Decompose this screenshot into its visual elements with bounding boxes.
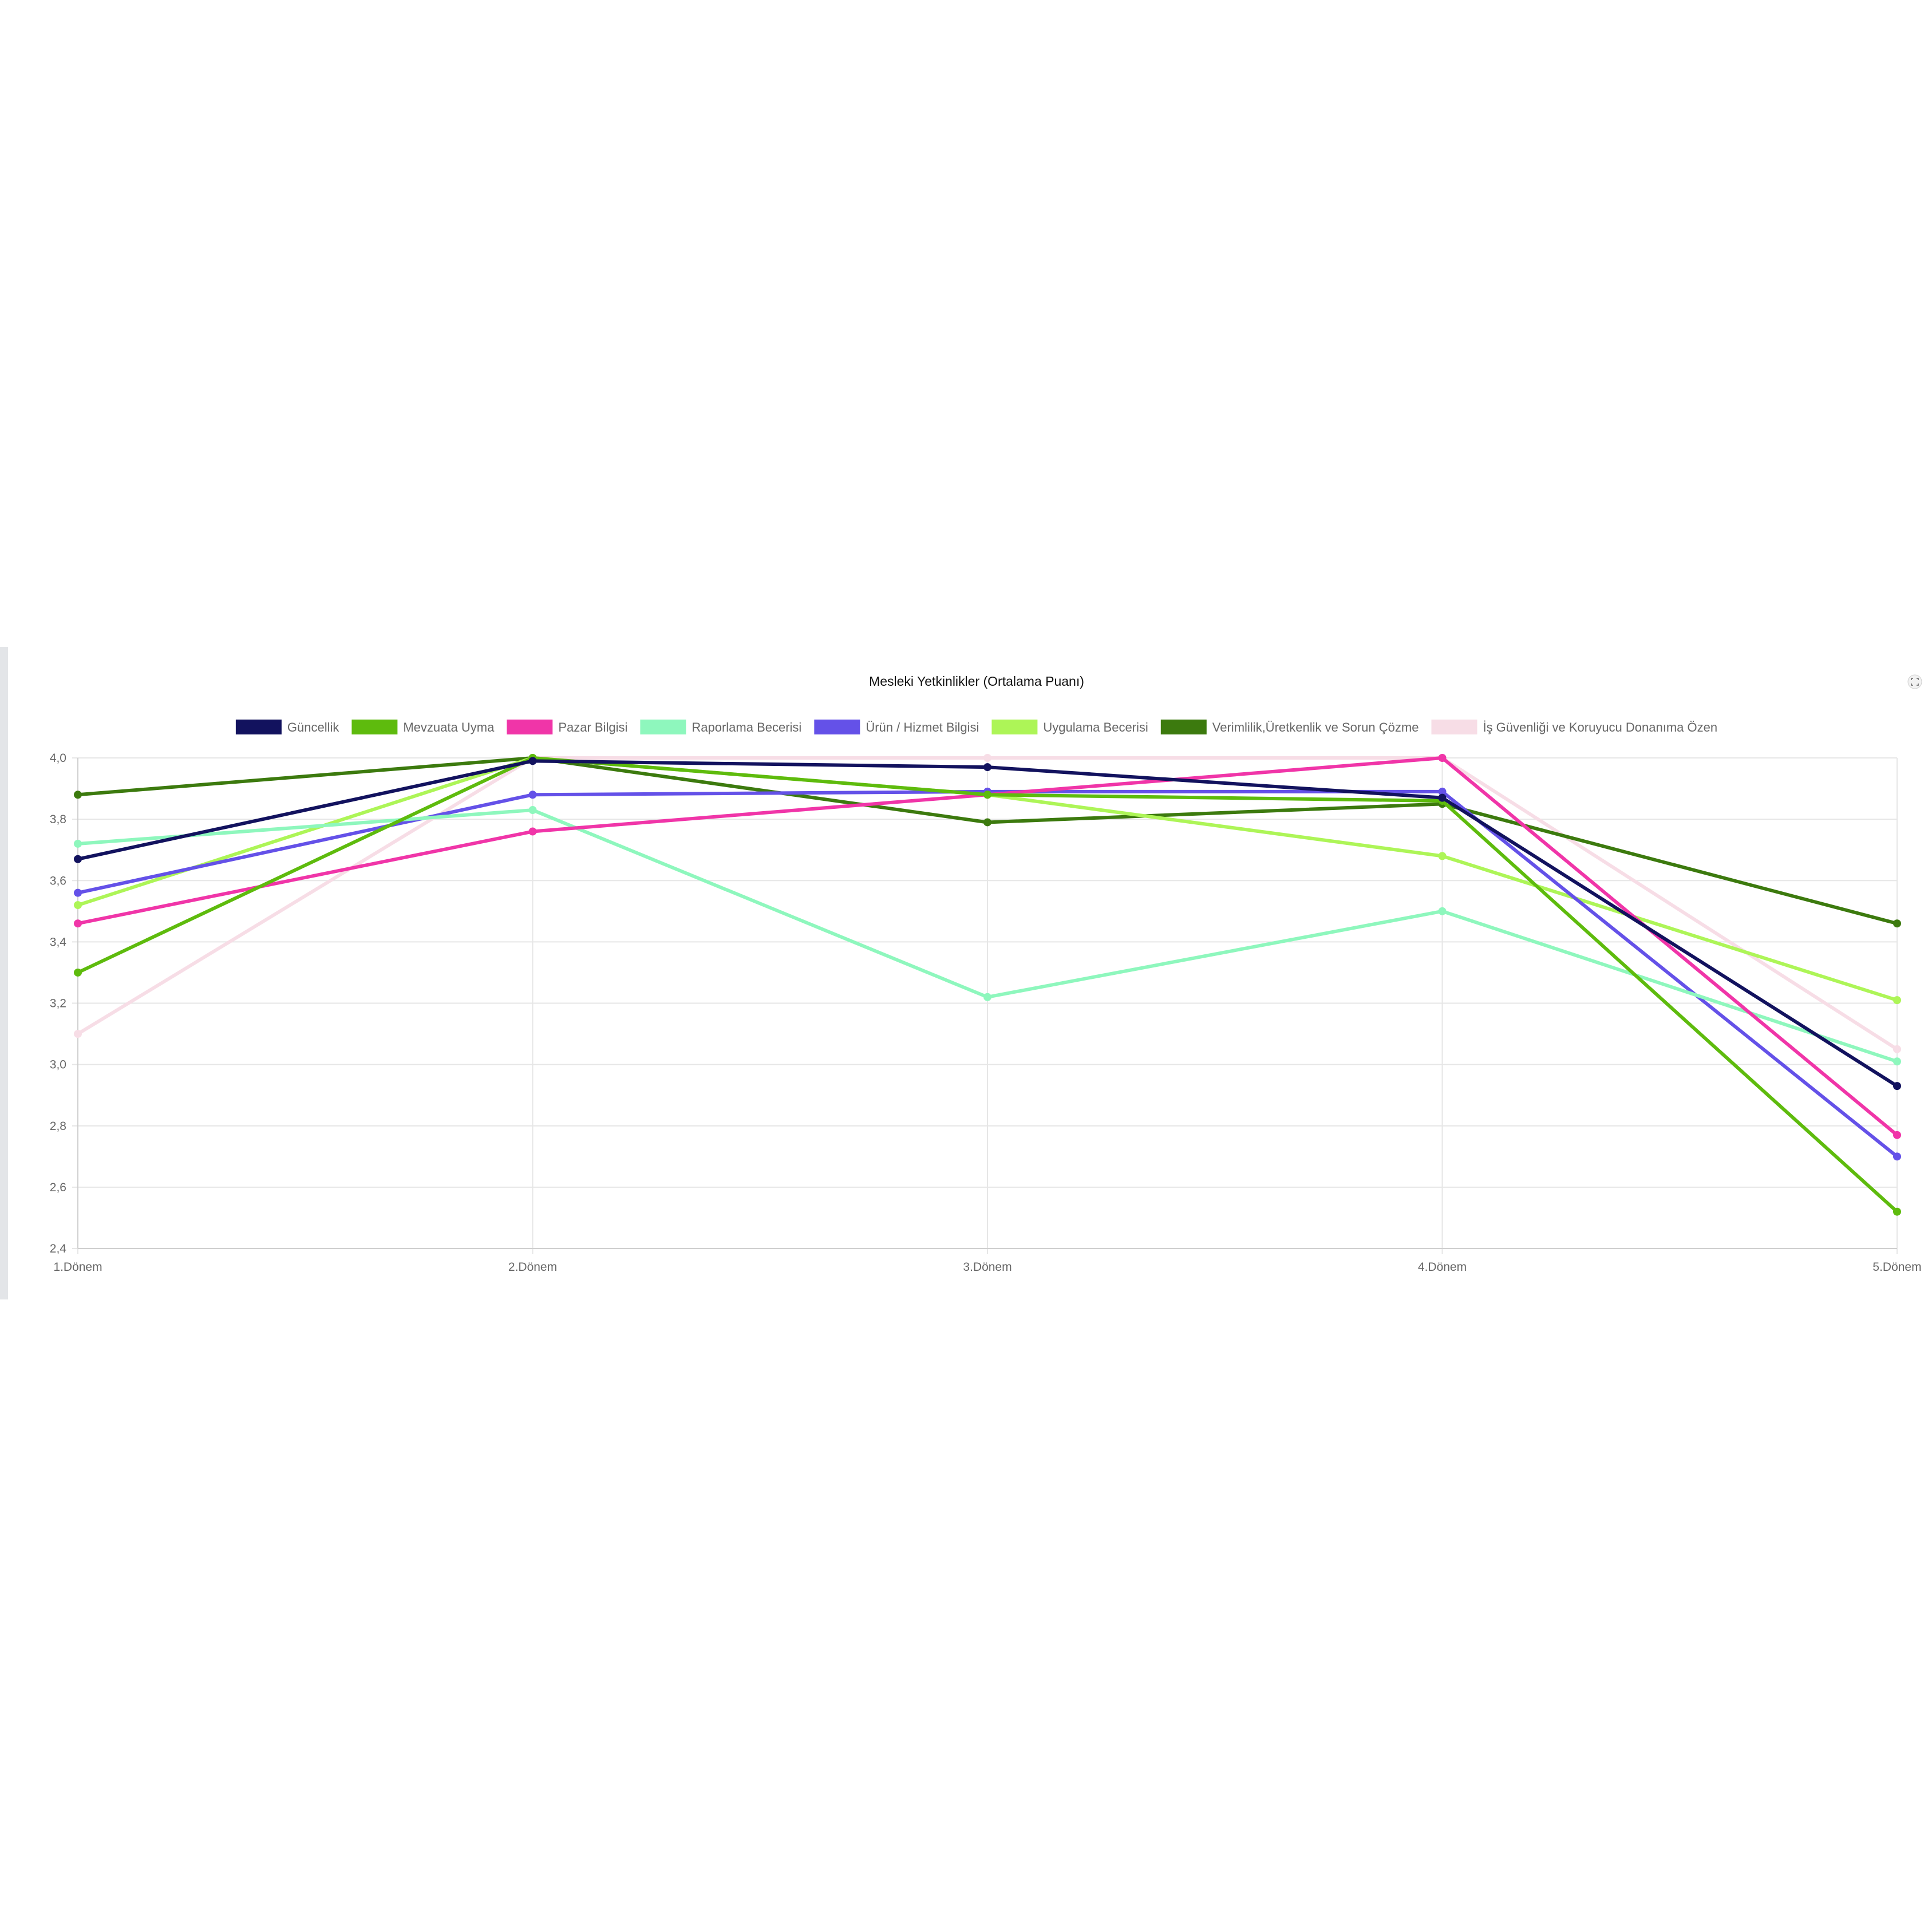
y-tick-label: 3,0 [50,1058,66,1072]
y-tick-label: 2,6 [50,1181,66,1194]
legend-swatch [1160,720,1207,734]
legend-item[interactable]: Güncellik [235,720,339,734]
legend-item[interactable]: Ürün / Hizmet Bilgisi [814,720,979,734]
data-point[interactable] [1438,793,1447,802]
y-tick-label: 3,4 [50,935,67,949]
data-point[interactable] [528,791,537,799]
series-3 [74,806,1901,1066]
legend-swatch [1431,720,1477,734]
legend-label: Verimlilik,Üretkenlik ve Sorun Çözme [1212,720,1419,734]
legend-swatch [991,720,1038,734]
y-tick-label: 2,8 [50,1120,66,1133]
data-point[interactable] [74,791,82,799]
data-point[interactable] [1438,754,1447,762]
data-point[interactable] [983,763,991,772]
legend-item[interactable]: Pazar Bilgisi [507,720,627,734]
legend-item[interactable]: Mevzuata Uyma [351,720,495,734]
data-point[interactable] [74,919,82,928]
x-tick-label: 1.Dönem [53,1261,102,1274]
legend-item[interactable]: İş Güvenliği ve Koruyucu Donanıma Özen [1431,720,1717,734]
y-tick-label: 2,4 [50,1242,67,1255]
x-tick-label: 5.Dönem [1872,1261,1921,1274]
data-point[interactable] [1893,1045,1901,1053]
chart-panel: Mesleki Yetkinlikler (Ortalama Puanı) Gü… [0,647,1932,1299]
data-point[interactable] [74,1030,82,1038]
data-point[interactable] [1893,1207,1901,1216]
panel-edge [0,647,8,1299]
data-point[interactable] [1893,1152,1901,1161]
series-0 [74,757,1901,1091]
legend-label: Mevzuata Uyma [403,720,495,734]
x-tick-label: 2.Dönem [508,1261,557,1274]
data-point[interactable] [983,993,991,1001]
fullscreen-icon[interactable] [1907,674,1922,689]
legend-label: Güncellik [287,720,339,734]
data-point[interactable] [1438,907,1447,915]
data-point[interactable] [1893,1131,1901,1139]
data-point[interactable] [528,827,537,836]
data-point[interactable] [1438,787,1447,796]
data-point[interactable] [1438,852,1447,860]
data-point[interactable] [528,806,537,815]
legend-item[interactable]: Uygulama Becerisi [991,720,1148,734]
x-tick-label: 4.Dönem [1418,1261,1467,1274]
legend-item[interactable]: Verimlilik,Üretkenlik ve Sorun Çözme [1160,720,1419,734]
series-layer [74,754,1901,1216]
data-point[interactable] [74,888,82,897]
legend-swatch [814,720,860,734]
y-tick-label: 3,6 [50,874,66,887]
legend-swatch [640,720,686,734]
legend-label: Pazar Bilgisi [558,720,627,734]
x-tick-label: 3.Dönem [963,1261,1012,1274]
data-point[interactable] [1893,919,1901,928]
legend-swatch [351,720,398,734]
data-point[interactable] [983,818,991,827]
legend: Güncellik Mevzuata Uyma Pazar Bilgisi Rapor… [235,720,1717,734]
data-point[interactable] [74,968,82,977]
legend-item[interactable]: Raporlama Becerisi [640,720,801,734]
legend-label: Ürün / Hizmet Bilgisi [866,720,979,734]
data-point[interactable] [1893,1082,1901,1091]
legend-label: Raporlama Becerisi [692,720,801,734]
y-tick-label: 3,8 [50,813,66,826]
data-point[interactable] [983,754,991,762]
data-point[interactable] [74,855,82,863]
data-point[interactable] [74,839,82,848]
line-chart: Mesleki Yetkinlikler (Ortalama Puanı) Gü… [50,674,1922,1274]
y-tick-label: 3,2 [50,997,66,1010]
y-tick-label: 4,0 [50,752,66,765]
data-point[interactable] [528,757,537,765]
legend-label: Uygulama Becerisi [1043,720,1148,734]
x-axis: 1.Dönem 2.Dönem 3.Dönem 4.Dönem 5.Dönem [53,1261,1921,1274]
data-point[interactable] [983,791,991,799]
data-point[interactable] [74,901,82,910]
data-point[interactable] [1893,996,1901,1005]
legend-swatch [507,720,553,734]
legend-label: İş Güvenliği ve Koruyucu Donanıma Özen [1483,720,1717,734]
y-axis: 2,4 2,6 2,8 3,0 3,2 3,4 3,6 3,8 4,0 [50,752,67,1255]
grid [72,757,1898,1254]
data-point[interactable] [1893,1057,1901,1066]
chart-title: Mesleki Yetkinlikler (Ortalama Puanı) [869,674,1084,689]
legend-swatch [235,720,282,734]
